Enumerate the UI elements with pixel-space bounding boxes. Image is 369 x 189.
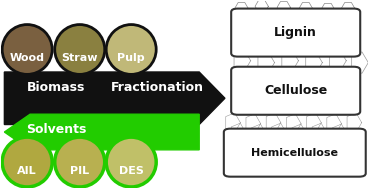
Ellipse shape: [106, 25, 156, 74]
Text: Pulp: Pulp: [117, 53, 145, 63]
Text: PIL: PIL: [70, 166, 89, 176]
Text: Fractionation: Fractionation: [111, 81, 204, 94]
Ellipse shape: [106, 137, 156, 187]
Text: AIL: AIL: [17, 166, 37, 176]
Text: DES: DES: [119, 166, 144, 176]
Ellipse shape: [55, 25, 105, 74]
Text: Biomass: Biomass: [27, 81, 85, 94]
Text: Cellulose: Cellulose: [264, 84, 327, 97]
FancyBboxPatch shape: [231, 9, 360, 57]
Ellipse shape: [2, 25, 52, 74]
Text: Solvents: Solvents: [27, 123, 87, 136]
FancyBboxPatch shape: [224, 129, 366, 177]
FancyArrow shape: [4, 114, 199, 150]
Ellipse shape: [55, 137, 105, 187]
Ellipse shape: [2, 137, 52, 187]
Text: Lignin: Lignin: [274, 26, 317, 39]
Text: Wood: Wood: [10, 53, 45, 63]
FancyArrow shape: [4, 72, 225, 125]
Text: Straw: Straw: [62, 53, 98, 63]
FancyBboxPatch shape: [231, 67, 360, 115]
Text: Hemicellulose: Hemicellulose: [251, 148, 338, 158]
